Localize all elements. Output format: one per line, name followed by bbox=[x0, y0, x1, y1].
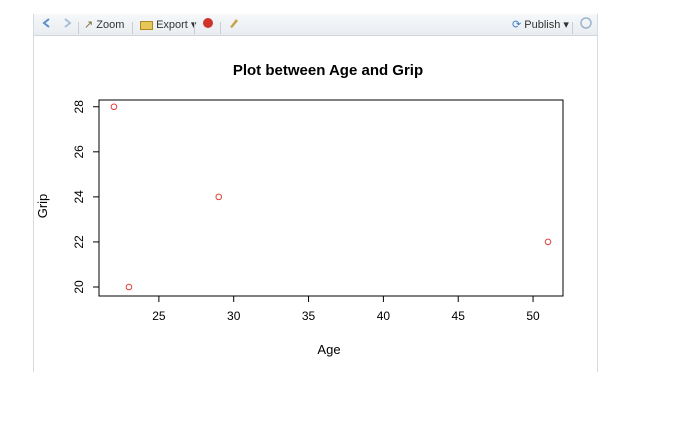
toolbar-separator bbox=[220, 22, 221, 34]
publish-button[interactable]: ⟳ Publish ▾ bbox=[512, 18, 569, 32]
export-label: Export bbox=[156, 19, 188, 31]
plots-pane: ↗ Zoom Export ▾ ⟳ Publish ▾ Plot between… bbox=[33, 14, 598, 372]
x-tick-label: 50 bbox=[526, 309, 540, 323]
toolbar-separator bbox=[194, 22, 195, 34]
x-tick-label: 25 bbox=[152, 309, 166, 323]
y-tick-label: 22 bbox=[72, 235, 86, 249]
scatter-chart: Plot between Age and Grip 25 30 35 40 45 50 2… bbox=[35, 62, 564, 357]
y-tick-label: 20 bbox=[72, 280, 86, 294]
broom-icon[interactable] bbox=[228, 17, 240, 31]
export-button[interactable]: Export ▾ bbox=[140, 18, 196, 32]
publish-label: Publish bbox=[524, 19, 561, 31]
data-points bbox=[110, 103, 552, 291]
zoom-button[interactable]: ↗ Zoom bbox=[84, 18, 124, 32]
y-axis: 20 22 24 26 28 bbox=[72, 100, 100, 294]
chart-title: Plot between Age and Grip bbox=[233, 62, 423, 79]
export-icon bbox=[140, 20, 153, 30]
remove-plot-icon[interactable] bbox=[202, 17, 214, 31]
chevron-down-icon: ▾ bbox=[563, 19, 569, 31]
top-cut-text bbox=[0, 0, 682, 6]
data-point bbox=[544, 238, 552, 246]
y-tick-label: 24 bbox=[72, 190, 86, 204]
plots-toolbar: ↗ Zoom Export ▾ ⟳ Publish ▾ bbox=[34, 14, 597, 36]
arrow-left-icon[interactable] bbox=[40, 16, 54, 30]
data-point bbox=[110, 103, 118, 111]
x-tick-label: 45 bbox=[452, 309, 466, 323]
refresh-icon[interactable] bbox=[579, 16, 593, 30]
x-axis-label: Age bbox=[317, 342, 340, 357]
data-point bbox=[125, 283, 133, 291]
zoom-label: Zoom bbox=[96, 19, 125, 31]
zoom-icon: ↗ bbox=[84, 19, 94, 31]
plot-area: Plot between Age and Grip 25 30 35 40 45 50 2… bbox=[34, 36, 597, 372]
toolbar-separator bbox=[572, 22, 573, 34]
data-point bbox=[215, 193, 223, 201]
toolbar-separator bbox=[78, 22, 79, 34]
arrow-right-icon[interactable] bbox=[60, 16, 74, 30]
y-tick-label: 26 bbox=[72, 145, 86, 159]
x-tick-label: 40 bbox=[377, 309, 391, 323]
x-tick-label: 35 bbox=[302, 309, 316, 323]
y-tick-label: 28 bbox=[72, 100, 86, 114]
x-axis: 25 30 35 40 45 50 bbox=[152, 295, 540, 323]
toolbar-separator bbox=[132, 22, 133, 34]
plot-box bbox=[98, 99, 564, 297]
y-axis-label: Grip bbox=[35, 194, 50, 219]
publish-icon: ⟳ bbox=[512, 19, 522, 31]
chevron-down-icon: ▾ bbox=[191, 19, 197, 31]
x-tick-label: 30 bbox=[227, 309, 241, 323]
